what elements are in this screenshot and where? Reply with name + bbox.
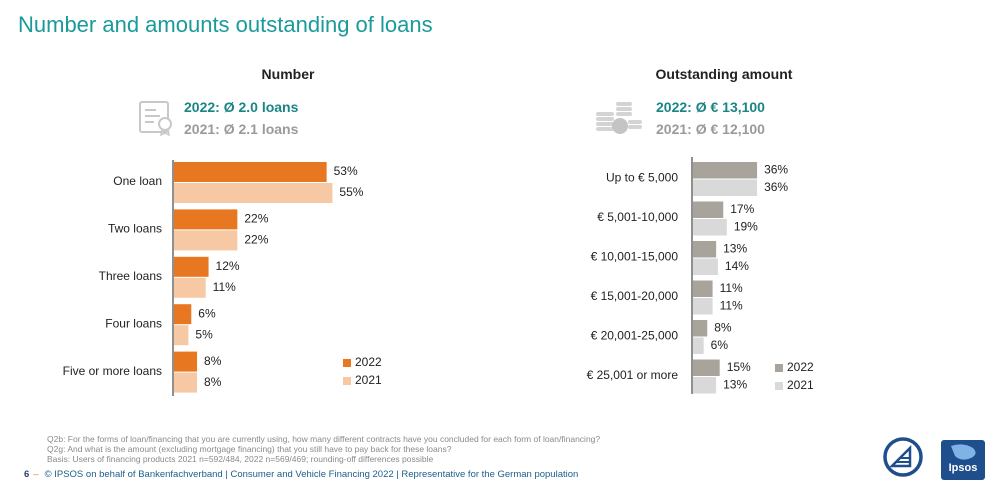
amount-bar-2022 [693,162,758,179]
number-data-label-2022: 12% [216,259,240,273]
footer-text: © IPSOS on behalf of Bankenfachverband |… [44,469,579,480]
number-bar-2021 [174,277,206,298]
amount-bar-2022 [693,280,713,297]
amount-avg-2021: 2021: Ø € 12,100 [656,121,765,137]
amount-data-label-2022: 11% [720,281,743,295]
amount-data-label-2021: 19% [734,219,758,233]
number-bar-2022 [174,256,209,277]
number-category-label: Two loans [108,222,162,236]
number-bar-2022 [174,351,198,372]
coin-stack-icon [596,102,642,134]
amount-data-label-2021: 36% [764,180,788,194]
amount-category-label: € 5,001-10,000 [597,210,678,224]
number-bar-2021 [174,372,198,393]
amount-legend-label-2022: 2022 [787,360,814,374]
amount-data-label-2021: 6% [711,338,729,352]
footnotes: Q2b: For the forms of loan/financing tha… [47,434,600,464]
page-title: Number and amounts outstanding of loans [18,12,433,37]
number-category-label: Three loans [99,269,162,283]
amount-bar-2021 [693,298,713,315]
number-bar-2022 [174,209,238,230]
amount-avg-2022: 2022: Ø € 13,100 [656,99,765,115]
number-data-label-2022: 53% [334,164,358,178]
page-number: 6 [24,469,30,480]
number-category-label: Four loans [105,316,162,330]
amount-legend-label-2021: 2021 [787,378,814,392]
amount-bar-2022 [693,201,724,218]
footnote-q2b: Q2b: For the forms of loan/financing tha… [47,434,601,444]
amount-bar-2021 [693,258,718,275]
amount-legend-swatch-2021 [775,382,783,390]
number-data-label-2022: 22% [244,212,268,226]
number-bar-2022 [174,304,192,325]
footnote-basis: Basis: Users of financing products 2021 … [47,454,434,464]
amount-bar-2022 [693,241,717,258]
amount-bar-2021 [693,377,717,394]
number-legend-swatch-2021 [343,377,351,385]
amount-bar-2021 [693,337,704,354]
number-bar-2021 [174,230,238,251]
amount-panel-title: Outstanding amount [655,66,793,82]
number-data-label-2021: 11% [213,280,236,294]
amount-data-label-2022: 13% [723,241,747,255]
amount-category-label: Up to € 5,000 [606,171,678,185]
number-avg-2022: 2022: Ø 2.0 loans [184,99,299,115]
amount-data-label-2022: 8% [714,320,732,334]
amount-data-label-2021: 11% [720,298,743,312]
amount-data-label-2022: 36% [764,162,788,176]
number-legend-label-2022: 2022 [355,355,382,369]
footnote-q2g: Q2g: And what is the amount (excluding m… [47,444,452,454]
amount-data-label-2022: 17% [730,202,754,216]
number-avg-2021: 2021: Ø 2.1 loans [184,121,299,137]
amount-category-label: € 15,001-20,000 [591,289,679,303]
number-data-label-2021: 22% [244,233,268,247]
amount-bar-2022 [693,320,708,337]
number-legend-swatch-2022 [343,359,351,367]
number-data-label-2021: 8% [204,375,222,389]
amount-category-label: € 25,001 or more [587,368,679,382]
number-bar-2021 [174,183,333,203]
number-data-label-2021: 5% [195,327,213,341]
ipsos-logo: Ipsos [941,440,985,480]
amount-data-label-2021: 13% [723,377,747,391]
amount-bar-2021 [693,179,758,196]
number-panel-title: Number [261,66,315,82]
number-data-label-2022: 8% [204,354,222,368]
amount-category-label: € 10,001-15,000 [591,250,679,264]
number-bar-2021 [174,325,189,346]
amount-bar-2021 [693,219,727,236]
footer: 6– © IPSOS on behalf of Bankenfachverband… [24,469,579,480]
amount-legend-swatch-2022 [775,364,783,372]
number-category-label: One loan [113,174,162,188]
amount-bar-2022 [693,359,720,376]
number-category-label: Five or more loans [63,364,162,378]
number-data-label-2022: 6% [198,306,216,320]
contract-document-icon [139,101,172,136]
amount-category-label: € 20,001-25,000 [591,329,679,343]
amount-data-label-2022: 15% [727,360,751,374]
amount-data-label-2021: 14% [725,259,749,273]
number-legend-label-2021: 2021 [355,373,382,387]
bankenfachverband-logo [883,437,923,477]
number-bar-2022 [174,162,327,182]
ipsos-logo-text: Ipsos [948,462,978,474]
number-data-label-2021: 55% [339,185,363,199]
